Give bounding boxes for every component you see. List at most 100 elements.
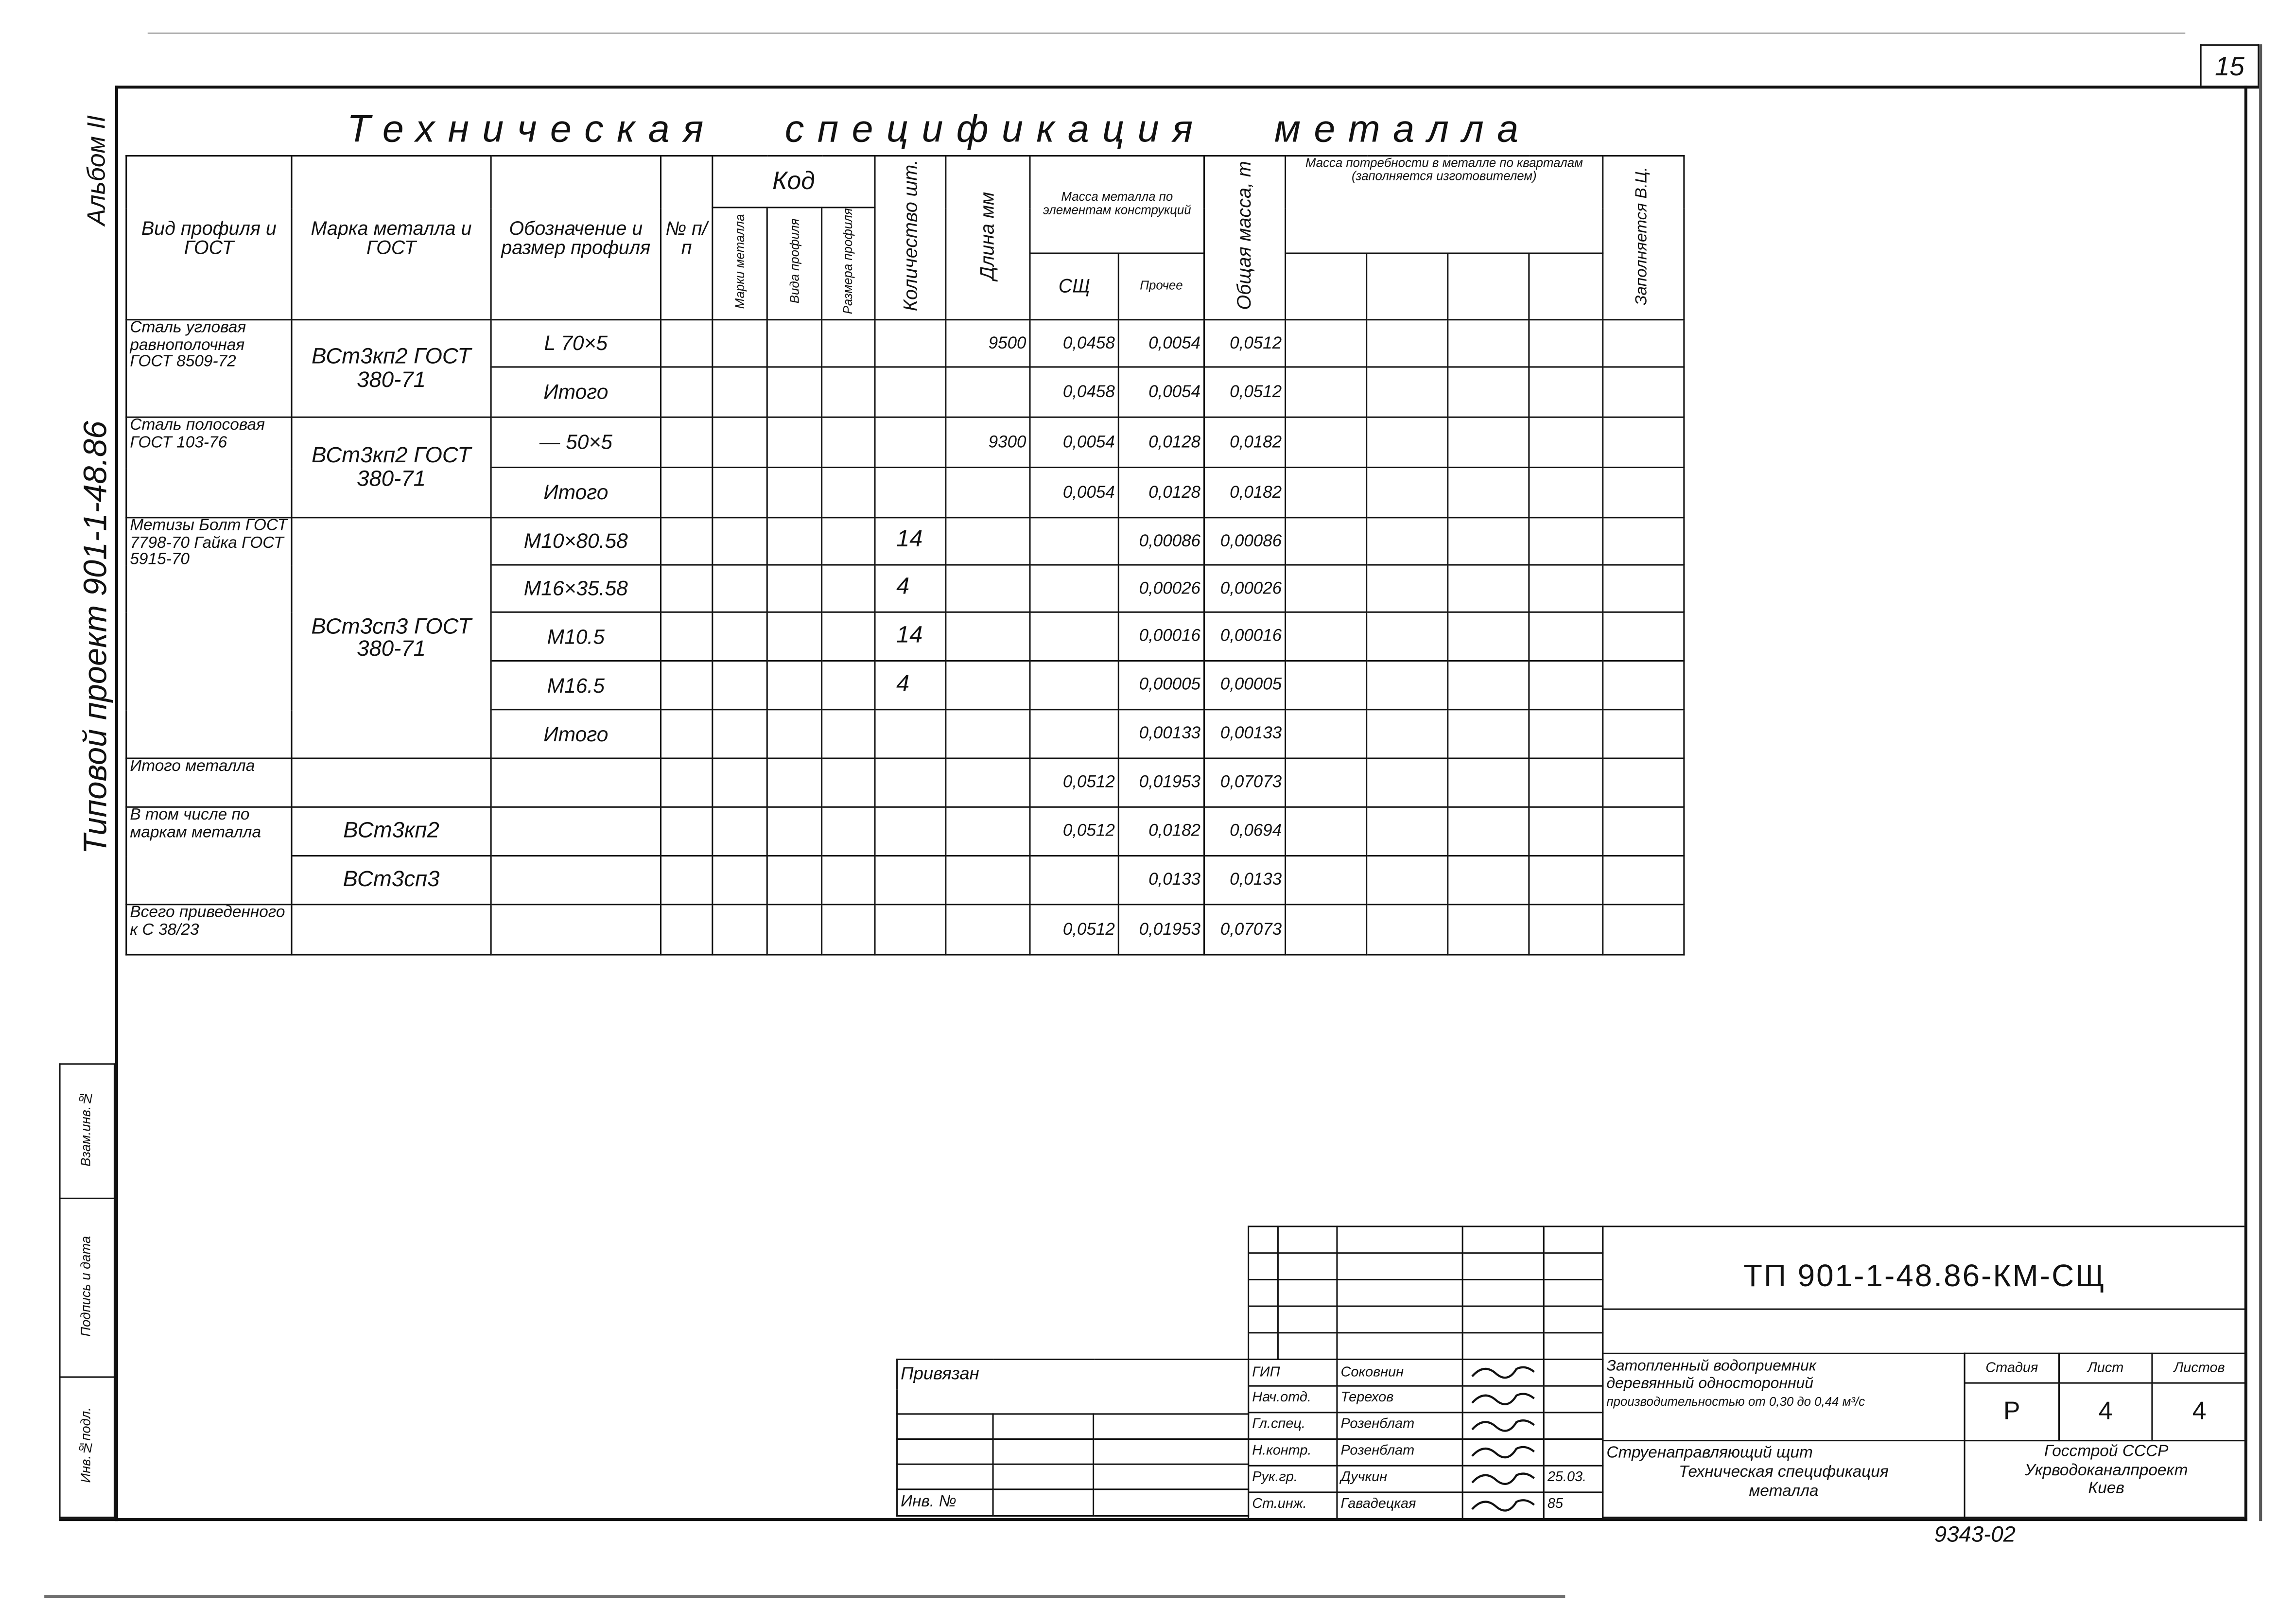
signatory-date — [1543, 1438, 1604, 1467]
table-row: ВСт3сп3 0,0133 0,0133 — [126, 855, 1685, 906]
sheet-title-line: металла — [1749, 1483, 1819, 1501]
filled-by-cell — [1602, 709, 1685, 760]
sheets-value: 4 — [2151, 1382, 2247, 1442]
signature-date-label: Подпись и дата — [78, 1235, 94, 1336]
code-grade — [712, 612, 768, 662]
table-row: Всего приведенного к С 38/23 0,0512 0,0195… — [125, 904, 1685, 956]
signatory-date: 25.03. — [1543, 1465, 1604, 1493]
header-number: № п/п — [660, 155, 713, 321]
designation: Итого — [490, 367, 662, 419]
mass-sc: 0,0458 — [1029, 367, 1119, 419]
steel-grade: ВСт3кп2 ГОСТ 380-71 — [291, 319, 492, 419]
signatory-role: Нач.отд. — [1248, 1385, 1338, 1414]
signature-image — [1471, 1366, 1535, 1379]
signature-cell — [1461, 1491, 1545, 1520]
quantity: 14 — [874, 517, 947, 566]
mass-sc — [1029, 709, 1119, 760]
code-size — [821, 709, 876, 760]
filled-by-cell — [1602, 319, 1685, 368]
mass-sc — [1029, 612, 1119, 662]
header-length: Длина мм — [976, 191, 999, 280]
project-label: Типовой проект 901-1-48.86 — [76, 420, 114, 855]
quarter-cell — [1447, 367, 1530, 419]
mass-sc: 0,0512 — [1029, 758, 1119, 808]
code-profile — [766, 612, 823, 662]
signatory-name: Розенблат — [1336, 1438, 1463, 1467]
code-size — [821, 855, 876, 906]
quarter-cell — [1366, 660, 1449, 711]
bound-label: Привязан — [896, 1358, 1250, 1389]
spec-table: Вид профиля и ГОСТ Марка металла и ГОСТ … — [125, 155, 1685, 956]
header-quantity: Количество шт. — [899, 159, 921, 312]
header-code: Код — [712, 155, 876, 209]
total-mass: 0,07073 — [1203, 758, 1287, 808]
filled-by-cell — [1602, 517, 1685, 566]
filled-by-cell — [1602, 855, 1685, 906]
steel-grade: ВСт3сп3 ГОСТ 380-71 — [291, 517, 492, 760]
designation: М10.5 — [490, 612, 662, 662]
quarter-cell — [1366, 319, 1449, 368]
quarter-cell — [1366, 709, 1449, 760]
stage-grid: Стадия Лист Листов Р 4 4 — [1964, 1352, 2247, 1442]
quarter-cell — [1528, 467, 1604, 519]
quarter-cell — [1447, 709, 1530, 760]
mass-other: 0,00016 — [1117, 612, 1205, 662]
signatory-role: Н.контр. — [1248, 1438, 1338, 1467]
code-grade — [712, 367, 768, 419]
quarter-cell — [1366, 517, 1449, 566]
code-grade — [712, 806, 768, 857]
signature-image — [1471, 1446, 1535, 1458]
designation: — 50×5 — [490, 417, 662, 469]
header-total-mass: Общая масса, т — [1233, 160, 1255, 310]
designation: М16.5 — [490, 660, 662, 711]
table-row: Сталь угловая равнополочная ГОСТ 8509-72… — [125, 319, 1685, 419]
signature-image — [1471, 1499, 1535, 1512]
designation: М10×80.58 — [490, 517, 662, 566]
mass-other: 0,01953 — [1117, 758, 1205, 808]
footer-code: 9343-02 — [1934, 1522, 2016, 1548]
steel-grade — [291, 758, 492, 808]
code-size — [821, 319, 876, 368]
code-profile — [766, 319, 823, 368]
code-profile — [766, 660, 823, 711]
quarter-cell — [1528, 367, 1604, 419]
quarter-cell — [1528, 517, 1604, 566]
length: 9300 — [945, 417, 1031, 469]
mass-other: 0,00026 — [1117, 564, 1205, 613]
filled-by-cell — [1602, 758, 1685, 808]
designation: Итого — [490, 467, 662, 519]
quarter-cell — [1366, 417, 1449, 469]
organization: Госстрой СССР Укрводоканалпроект Киев — [1967, 1443, 2246, 1498]
designation: М16×35.58 — [490, 564, 662, 613]
quarter-cell — [1366, 467, 1449, 519]
mass-sc — [1029, 660, 1119, 711]
signatory-row: Рук.гр. Дучкин 25.03. — [1248, 1465, 1604, 1493]
designation: L 70×5 — [490, 319, 662, 368]
header-code-size: Размера профиля — [840, 208, 855, 315]
quarter-cell — [1447, 251, 1530, 321]
frame-top — [115, 86, 2260, 89]
divider — [1603, 1440, 2246, 1442]
quarter-cell — [1366, 855, 1449, 906]
header-filled-by: Заполняется В.Ц. — [1633, 166, 1652, 305]
quantity — [874, 319, 947, 368]
mass-sc: 0,0054 — [1029, 467, 1119, 519]
row-number — [660, 612, 713, 662]
table-row: Итого 0,0054 0,0128 0,0182 — [126, 467, 1685, 519]
signatory-row: Нач.отд. Терехов — [1248, 1385, 1604, 1414]
code-grade — [712, 417, 768, 469]
doc-code: ТП 901-1-48.86-КМ-СЩ — [1603, 1227, 2246, 1310]
designation — [490, 904, 662, 956]
code-size — [821, 517, 876, 566]
organization-line: Укрводоканалпроект — [2024, 1461, 2188, 1479]
total-mass: 0,0182 — [1203, 467, 1287, 519]
code-profile — [766, 517, 823, 566]
filled-by-cell — [1602, 904, 1685, 956]
profile-group: Всего приведенного к С 38/23 — [125, 904, 293, 956]
divider — [1603, 1352, 2246, 1354]
quarter-cell — [1447, 467, 1530, 519]
revision-grid — [1248, 1225, 1604, 1360]
length — [945, 467, 1031, 519]
length — [945, 517, 1031, 566]
